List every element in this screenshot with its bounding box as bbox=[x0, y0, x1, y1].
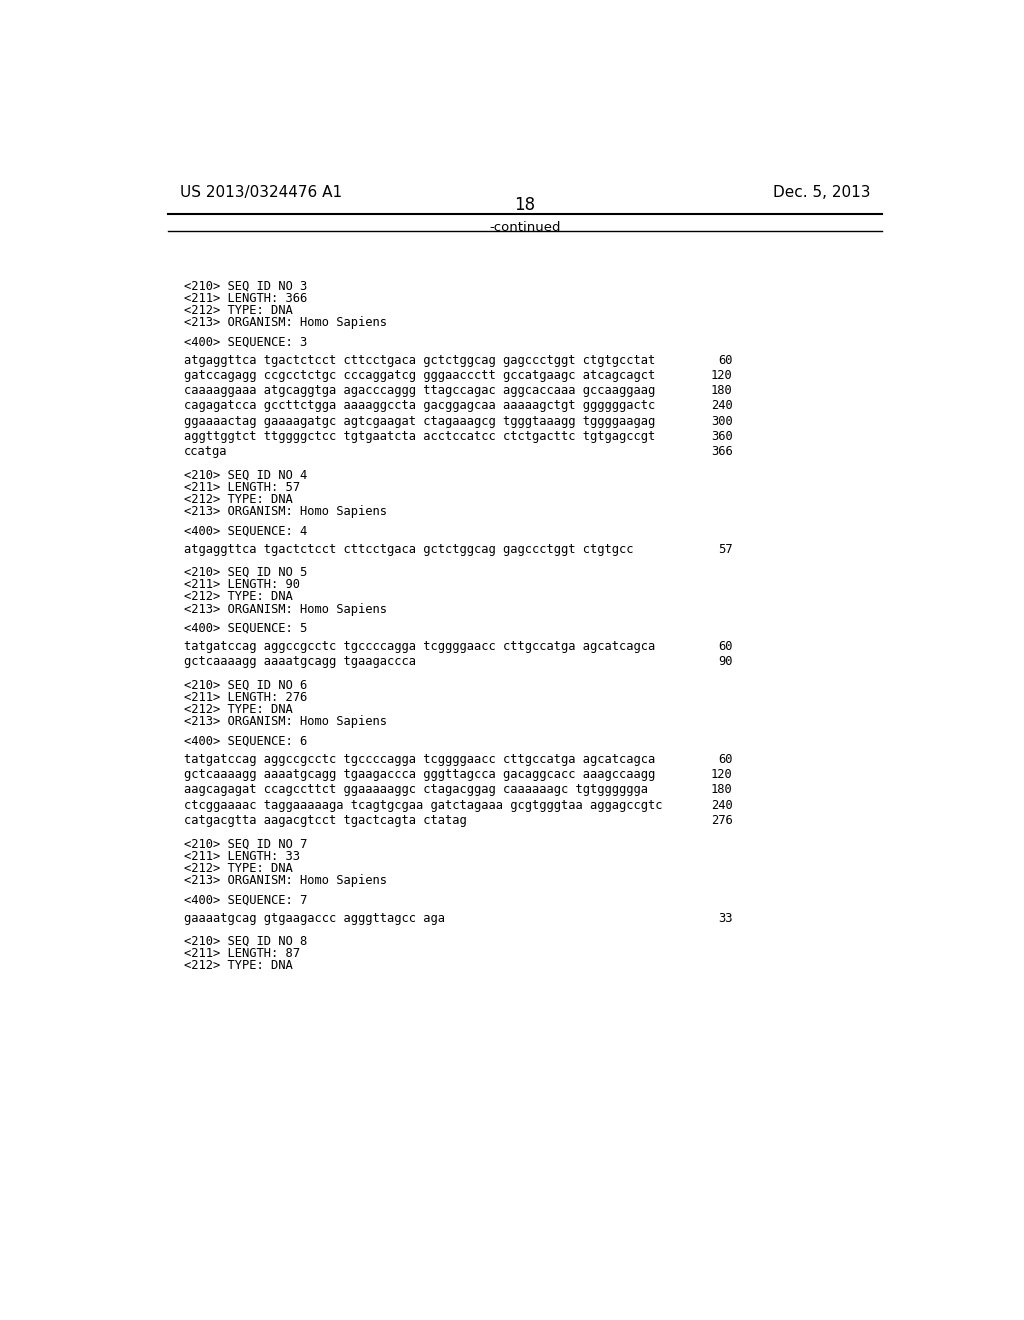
Text: <213> ORGANISM: Homo Sapiens: <213> ORGANISM: Homo Sapiens bbox=[183, 715, 386, 729]
Text: gctcaaaagg aaaatgcagg tgaagaccca gggttagcca gacaggcacc aaagccaagg: gctcaaaagg aaaatgcagg tgaagaccca gggttag… bbox=[183, 768, 654, 781]
Text: <212> TYPE: DNA: <212> TYPE: DNA bbox=[183, 590, 292, 603]
Text: <210> SEQ ID NO 5: <210> SEQ ID NO 5 bbox=[183, 566, 307, 579]
Text: tatgatccag aggccgcctc tgccccagga tcggggaacc cttgccatga agcatcagca: tatgatccag aggccgcctc tgccccagga tcgggga… bbox=[183, 640, 654, 653]
Text: <211> LENGTH: 33: <211> LENGTH: 33 bbox=[183, 850, 300, 862]
Text: <211> LENGTH: 87: <211> LENGTH: 87 bbox=[183, 948, 300, 960]
Text: ggaaaactag gaaaagatgc agtcgaagat ctagaaagcg tgggtaaagg tggggaagag: ggaaaactag gaaaagatgc agtcgaagat ctagaaa… bbox=[183, 414, 654, 428]
Text: <210> SEQ ID NO 6: <210> SEQ ID NO 6 bbox=[183, 678, 307, 692]
Text: ccatga: ccatga bbox=[183, 445, 227, 458]
Text: tatgatccag aggccgcctc tgccccagga tcggggaacc cttgccatga agcatcagca: tatgatccag aggccgcctc tgccccagga tcgggga… bbox=[183, 752, 654, 766]
Text: <210> SEQ ID NO 8: <210> SEQ ID NO 8 bbox=[183, 935, 307, 948]
Text: caaaaggaaa atgcaggtga agacccaggg ttagccagac aggcaccaaa gccaaggaag: caaaaggaaa atgcaggtga agacccaggg ttagcca… bbox=[183, 384, 654, 397]
Text: 276: 276 bbox=[711, 814, 733, 826]
Text: <213> ORGANISM: Homo Sapiens: <213> ORGANISM: Homo Sapiens bbox=[183, 874, 386, 887]
Text: 60: 60 bbox=[718, 640, 733, 653]
Text: ctcggaaaac taggaaaaaga tcagtgcgaa gatctagaaa gcgtgggtaa aggagccgtc: ctcggaaaac taggaaaaaga tcagtgcgaa gatcta… bbox=[183, 799, 663, 812]
Text: <212> TYPE: DNA: <212> TYPE: DNA bbox=[183, 960, 292, 973]
Text: <400> SEQUENCE: 6: <400> SEQUENCE: 6 bbox=[183, 735, 307, 747]
Text: Dec. 5, 2013: Dec. 5, 2013 bbox=[772, 185, 870, 199]
Text: <213> ORGANISM: Homo Sapiens: <213> ORGANISM: Homo Sapiens bbox=[183, 602, 386, 615]
Text: 90: 90 bbox=[718, 656, 733, 668]
Text: <213> ORGANISM: Homo Sapiens: <213> ORGANISM: Homo Sapiens bbox=[183, 506, 386, 517]
Text: <211> LENGTH: 57: <211> LENGTH: 57 bbox=[183, 480, 300, 494]
Text: -continued: -continued bbox=[489, 222, 560, 235]
Text: <211> LENGTH: 366: <211> LENGTH: 366 bbox=[183, 292, 307, 305]
Text: 33: 33 bbox=[718, 912, 733, 924]
Text: 180: 180 bbox=[711, 784, 733, 796]
Text: 120: 120 bbox=[711, 768, 733, 781]
Text: 60: 60 bbox=[718, 752, 733, 766]
Text: <210> SEQ ID NO 3: <210> SEQ ID NO 3 bbox=[183, 280, 307, 292]
Text: <400> SEQUENCE: 5: <400> SEQUENCE: 5 bbox=[183, 622, 307, 635]
Text: <210> SEQ ID NO 4: <210> SEQ ID NO 4 bbox=[183, 469, 307, 482]
Text: <212> TYPE: DNA: <212> TYPE: DNA bbox=[183, 704, 292, 717]
Text: 240: 240 bbox=[711, 399, 733, 412]
Text: aagcagagat ccagccttct ggaaaaaggc ctagacggag caaaaaagc tgtgggggga: aagcagagat ccagccttct ggaaaaaggc ctagacg… bbox=[183, 784, 647, 796]
Text: 120: 120 bbox=[711, 368, 733, 381]
Text: aggttggtct ttggggctcc tgtgaatcta acctccatcc ctctgacttc tgtgagccgt: aggttggtct ttggggctcc tgtgaatcta acctcca… bbox=[183, 430, 654, 442]
Text: <212> TYPE: DNA: <212> TYPE: DNA bbox=[183, 862, 292, 875]
Text: 60: 60 bbox=[718, 354, 733, 367]
Text: <400> SEQUENCE: 4: <400> SEQUENCE: 4 bbox=[183, 524, 307, 537]
Text: atgaggttca tgactctcct cttcctgaca gctctggcag gagccctggt ctgtgcctat: atgaggttca tgactctcct cttcctgaca gctctgg… bbox=[183, 354, 654, 367]
Text: <400> SEQUENCE: 3: <400> SEQUENCE: 3 bbox=[183, 335, 307, 348]
Text: 18: 18 bbox=[514, 195, 536, 214]
Text: gatccagagg ccgcctctgc cccaggatcg gggaaccctt gccatgaagc atcagcagct: gatccagagg ccgcctctgc cccaggatcg gggaacc… bbox=[183, 368, 654, 381]
Text: 300: 300 bbox=[711, 414, 733, 428]
Text: 180: 180 bbox=[711, 384, 733, 397]
Text: 360: 360 bbox=[711, 430, 733, 442]
Text: atgaggttca tgactctcct cttcctgaca gctctggcag gagccctggt ctgtgcc: atgaggttca tgactctcct cttcctgaca gctctgg… bbox=[183, 543, 633, 556]
Text: <211> LENGTH: 276: <211> LENGTH: 276 bbox=[183, 690, 307, 704]
Text: gaaaatgcag gtgaagaccc agggttagcc aga: gaaaatgcag gtgaagaccc agggttagcc aga bbox=[183, 912, 444, 924]
Text: catgacgtta aagacgtcct tgactcagta ctatag: catgacgtta aagacgtcct tgactcagta ctatag bbox=[183, 814, 466, 826]
Text: <210> SEQ ID NO 7: <210> SEQ ID NO 7 bbox=[183, 837, 307, 850]
Text: cagagatcca gccttctgga aaaaggccta gacggagcaa aaaaagctgt ggggggactc: cagagatcca gccttctgga aaaaggccta gacggag… bbox=[183, 399, 654, 412]
Text: <212> TYPE: DNA: <212> TYPE: DNA bbox=[183, 492, 292, 506]
Text: gctcaaaagg aaaatgcagg tgaagaccca: gctcaaaagg aaaatgcagg tgaagaccca bbox=[183, 656, 416, 668]
Text: 366: 366 bbox=[711, 445, 733, 458]
Text: <213> ORGANISM: Homo Sapiens: <213> ORGANISM: Homo Sapiens bbox=[183, 315, 386, 329]
Text: 240: 240 bbox=[711, 799, 733, 812]
Text: <400> SEQUENCE: 7: <400> SEQUENCE: 7 bbox=[183, 894, 307, 907]
Text: <212> TYPE: DNA: <212> TYPE: DNA bbox=[183, 304, 292, 317]
Text: 57: 57 bbox=[718, 543, 733, 556]
Text: US 2013/0324476 A1: US 2013/0324476 A1 bbox=[179, 185, 342, 199]
Text: <211> LENGTH: 90: <211> LENGTH: 90 bbox=[183, 578, 300, 591]
